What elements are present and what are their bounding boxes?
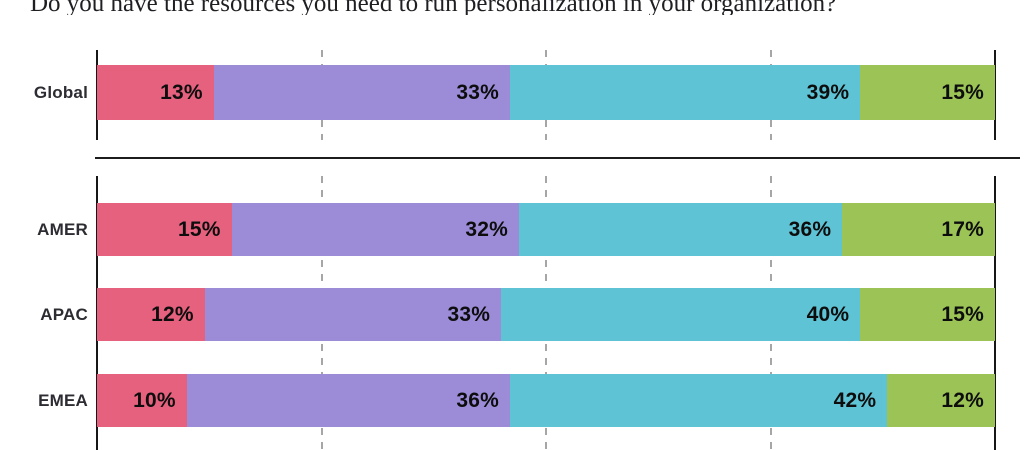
- chart-title-text: Do you have the resources you need to ru…: [30, 0, 837, 15]
- segment-value-label: 12%: [941, 388, 984, 412]
- bar-segment-pink: 12%: [97, 288, 205, 341]
- y-axis-line-right: [994, 176, 996, 450]
- row-label-amer: AMER: [37, 220, 88, 239]
- bar-segment-green: 12%: [887, 374, 995, 427]
- segment-value-label: 40%: [806, 302, 850, 326]
- segment-value-label: 15%: [941, 302, 984, 326]
- segment-value-label: 32%: [465, 217, 509, 241]
- segment-value-label: 36%: [788, 217, 832, 241]
- segment-value-label: 17%: [941, 217, 984, 241]
- chart-title: Do you have the resources you need to ru…: [30, 0, 1020, 15]
- bar-amer: 15% 32% 36% 17%: [97, 203, 995, 256]
- segment-value-label: 42%: [833, 388, 877, 412]
- bar-segment-green: 15%: [860, 65, 995, 120]
- bar-segment-teal: 36%: [519, 203, 843, 256]
- segment-value-label: 33%: [456, 80, 500, 104]
- segment-value-label: 33%: [447, 302, 491, 326]
- bar-emea: 10% 36% 42% 12%: [97, 374, 995, 427]
- segment-value-label: 36%: [456, 388, 500, 412]
- plot-area-global: 13% 33% 39% 15%: [96, 50, 996, 140]
- bar-segment-teal: 42%: [510, 374, 888, 427]
- bar-segment-pink: 10%: [97, 374, 187, 427]
- bar-segment-green: 15%: [860, 288, 995, 341]
- bar-segment-teal: 39%: [510, 65, 861, 120]
- bar-segment-pink: 13%: [97, 65, 214, 120]
- bar-segment-purple: 33%: [204, 288, 502, 341]
- segment-value-label: 10%: [133, 388, 176, 412]
- segment-value-label: 15%: [941, 80, 984, 104]
- bar-global: 13% 33% 39% 15%: [97, 65, 995, 120]
- bar-segment-purple: 32%: [231, 203, 520, 256]
- segment-value-label: 39%: [806, 80, 850, 104]
- plot-area-regions: 15% 32% 36% 17% 12% 33% 40% 15% 10% 36% 42% 12%: [96, 176, 996, 450]
- row-label-apac: APAC: [40, 305, 88, 324]
- row-label-emea: EMEA: [38, 391, 88, 410]
- segment-value-label: 13%: [160, 80, 203, 104]
- bar-segment-purple: 36%: [186, 374, 511, 427]
- bar-segment-green: 17%: [842, 203, 995, 256]
- bar-segment-teal: 40%: [501, 288, 861, 341]
- section-divider-line: [95, 157, 1020, 159]
- row-label-global: Global: [33, 83, 88, 102]
- bar-apac: 12% 33% 40% 15%: [97, 288, 995, 341]
- bar-segment-purple: 33%: [213, 65, 511, 120]
- bar-segment-pink: 15%: [97, 203, 232, 256]
- segment-value-label: 15%: [178, 217, 221, 241]
- y-axis-line-right: [994, 50, 996, 140]
- segment-value-label: 12%: [151, 302, 194, 326]
